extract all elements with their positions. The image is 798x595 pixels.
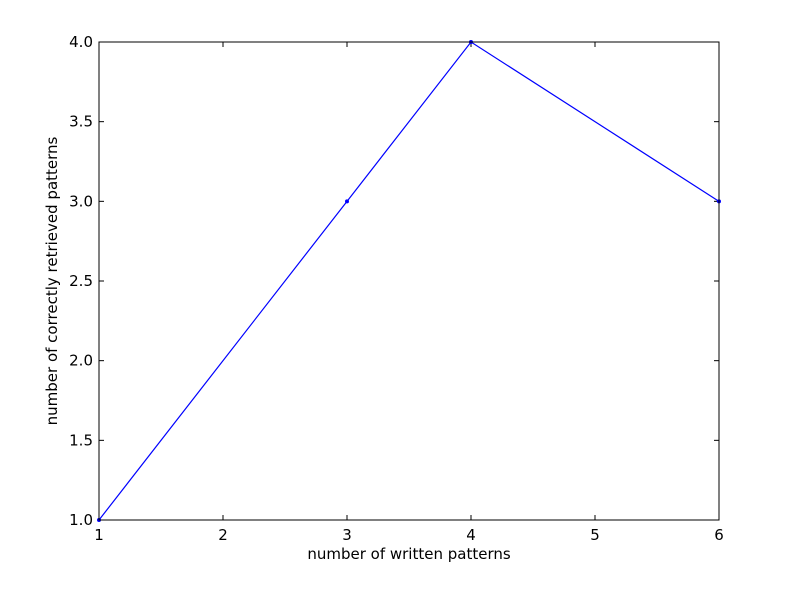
x-tick-label: 3	[342, 526, 352, 544]
x-axis-label: number of written patterns	[307, 545, 511, 563]
y-tick-label: 3.0	[69, 192, 93, 210]
y-axis-ticks: 1.0 1.5 2.0 2.5 3.0 3.5 4.0	[69, 33, 719, 529]
x-tick-label: 1	[94, 526, 104, 544]
x-tick-label: 2	[218, 526, 228, 544]
x-tick-label: 6	[714, 526, 724, 544]
y-tick-label: 2.5	[69, 272, 93, 290]
plot-frame	[98, 41, 720, 521]
y-tick-label: 3.5	[69, 113, 93, 131]
y-axis-label: number of correctly retrieved patterns	[43, 136, 61, 425]
plot-area	[99, 42, 719, 520]
series-layer	[97, 40, 721, 522]
y-tick-label: 1.5	[69, 431, 93, 449]
y-tick-label: 1.0	[69, 511, 93, 529]
y-tick-label: 4.0	[69, 33, 93, 51]
x-tick-label: 5	[590, 526, 600, 544]
y-tick-label: 2.0	[69, 352, 93, 370]
data-point	[345, 199, 349, 204]
series-line	[98, 41, 720, 521]
x-tick-label: 4	[466, 526, 476, 544]
